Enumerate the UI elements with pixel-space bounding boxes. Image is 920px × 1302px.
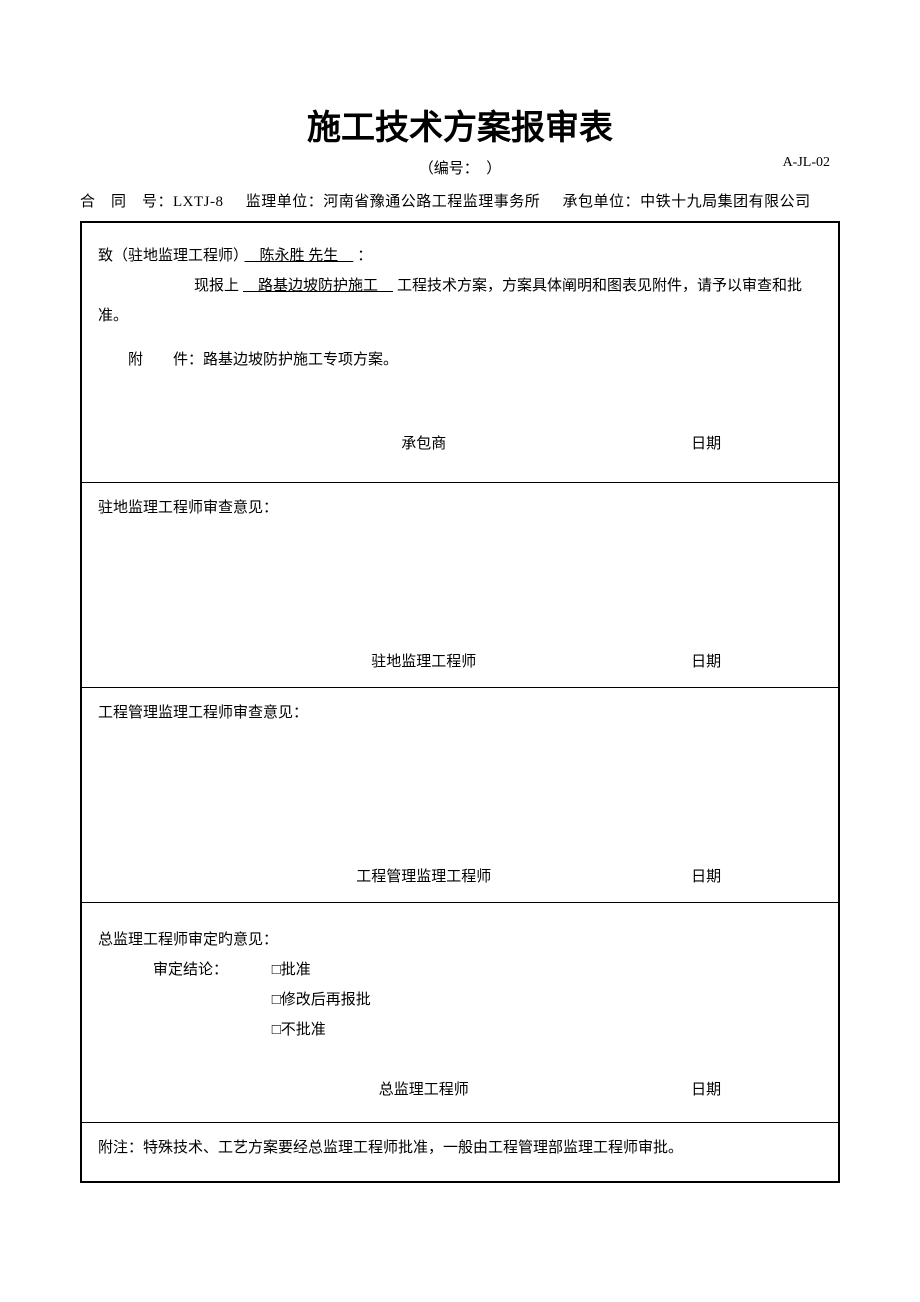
checkbox-reject[interactable]: □不批准 <box>272 1015 371 1045</box>
project-engineer-cell: 工程管理监理工程师审查意见： 工程管理监理工程师日期 <box>81 687 839 902</box>
form-title: 施工技术方案报审表 <box>80 100 840 149</box>
date-label-3: 日期 <box>605 862 808 892</box>
resident-sig-label: 驻地监理工程师 <box>243 647 605 677</box>
chief-heading: 总监理工程师审定旳意见： <box>98 925 822 955</box>
attach-value: 路基边坡防护施工专项方案。 <box>203 352 398 368</box>
submission-cell: 致（驻地监理工程师） 陈永胜 先生 ： 现报上 路基边坡防护施工 工程技术方案，… <box>81 222 839 482</box>
to-colon: ： <box>357 248 372 264</box>
attach-label: 附 件： <box>128 352 203 368</box>
header-line: 合 同 号：LXTJ-8 监理单位：河南省豫通公路工程监理事务所 承包单位：中铁… <box>80 190 840 211</box>
contractor-label: 承包单位： <box>563 194 641 210</box>
sig-row-2: 驻地监理工程师日期 <box>98 647 822 677</box>
note-cell: 附注：特殊技术、工艺方案要经总监理工程师批准，一般由工程管理部监理工程师审批。 <box>81 1122 839 1182</box>
chief-sig-label: 总监理工程师 <box>243 1075 605 1105</box>
checkbox-approve[interactable]: □批准 <box>272 955 371 985</box>
contract-label: 合 同 号： <box>80 194 173 210</box>
date-label-4: 日期 <box>605 1075 808 1105</box>
supervisor-unit: 河南省豫通公路工程监理事务所 <box>323 194 540 210</box>
conclusion-row: 审定结论： □批准 □修改后再报批 □不批准 <box>98 955 822 1045</box>
resident-engineer-cell: 驻地监理工程师审查意见： 驻地监理工程师日期 <box>81 482 839 687</box>
submit-prefix: 现报上 <box>98 278 239 294</box>
sub-title: （编号： ） <box>80 157 840 178</box>
contract-no: LXTJ-8 <box>173 194 224 210</box>
contractor-sig-label: 承包商 <box>243 429 605 459</box>
to-prefix: 致（驻地监理工程师） <box>98 248 241 264</box>
sig-row-1: 承包商日期 <box>98 429 822 459</box>
date-label-2: 日期 <box>605 647 808 677</box>
supervisor-label: 监理单位： <box>246 194 324 210</box>
form-table: 致（驻地监理工程师） 陈永胜 先生 ： 现报上 路基边坡防护施工 工程技术方案，… <box>80 221 840 1183</box>
doc-code: A-JL-02 <box>783 155 830 171</box>
submit-name: 路基边坡防护施工 <box>239 278 397 294</box>
chief-engineer-cell: 总监理工程师审定旳意见： 审定结论： □批准 □修改后再报批 □不批准 总监理工… <box>81 902 839 1122</box>
to-line: 致（驻地监理工程师） 陈永胜 先生 ： <box>98 241 822 271</box>
to-name: 陈永胜 先生 <box>241 248 358 264</box>
date-label-1: 日期 <box>605 429 808 459</box>
sig-row-4: 总监理工程师日期 <box>98 1075 822 1105</box>
conclusion-label: 审定结论： <box>98 955 268 985</box>
contractor-unit: 中铁十九局集团有限公司 <box>640 194 811 210</box>
project-heading: 工程管理监理工程师审查意见： <box>98 698 822 728</box>
resident-heading: 驻地监理工程师审查意见： <box>98 493 822 523</box>
submit-line: 现报上 路基边坡防护施工 工程技术方案，方案具体阐明和图表见附件，请予以审查和批… <box>98 271 822 331</box>
project-sig-label: 工程管理监理工程师 <box>243 862 605 892</box>
attachment-line: 附 件：路基边坡防护施工专项方案。 <box>98 345 822 375</box>
checkbox-revise[interactable]: □修改后再报批 <box>272 985 371 1015</box>
sig-row-3: 工程管理监理工程师日期 <box>98 862 822 892</box>
note-text: 附注：特殊技术、工艺方案要经总监理工程师批准，一般由工程管理部监理工程师审批。 <box>98 1133 822 1163</box>
